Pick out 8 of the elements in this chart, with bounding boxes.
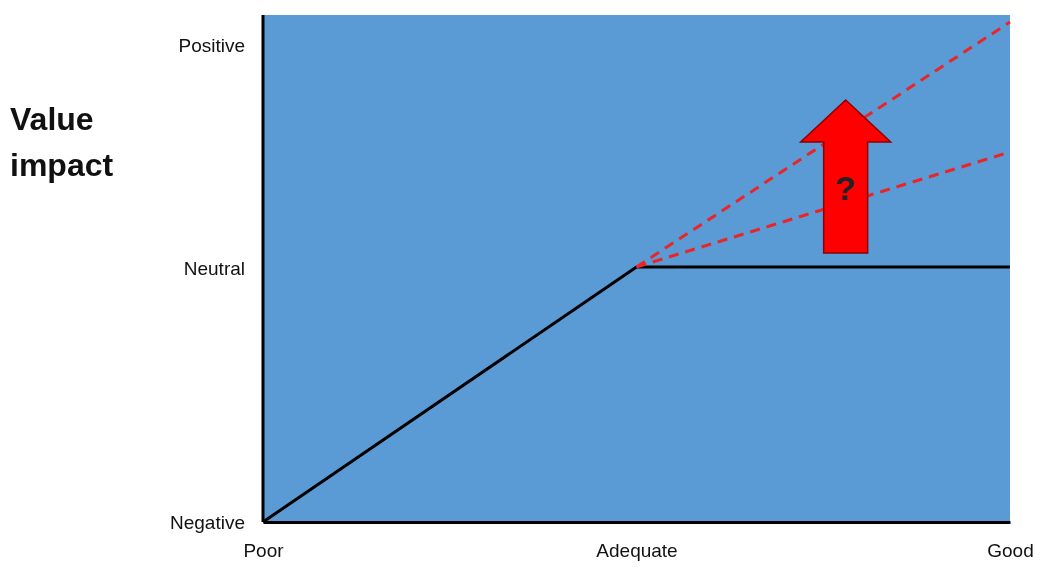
text: Neutral: [183, 257, 245, 279]
x-tick-label: Adequate: [596, 540, 678, 562]
text: Negative: [170, 511, 245, 533]
x-tick-label: Good: [987, 540, 1034, 562]
x-tick-label: Poor: [243, 540, 285, 562]
annotation: ?: [835, 169, 857, 207]
text: Positive: [178, 34, 245, 56]
y-axis-title: Value impact: [10, 101, 114, 183]
